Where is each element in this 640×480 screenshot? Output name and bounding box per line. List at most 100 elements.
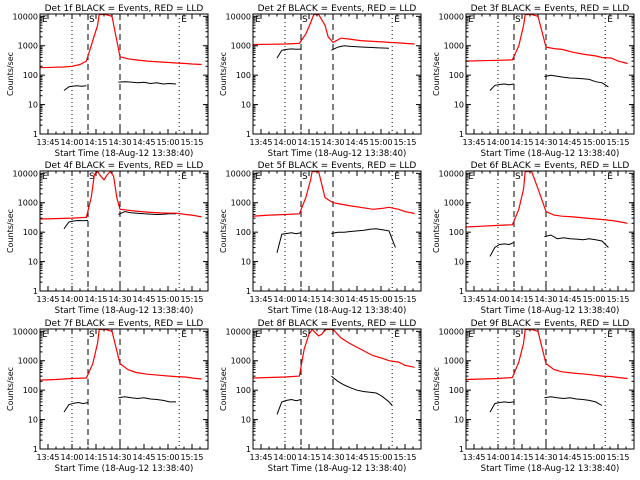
events-series-line (544, 74, 609, 88)
x-tick-label: 14:00 (273, 295, 296, 304)
y-axis-label: Counts/sec (6, 52, 15, 96)
x-tick-label: 14:30 (534, 453, 557, 462)
lld-series-line (465, 328, 628, 381)
y-tick-label: 100 (449, 71, 464, 80)
marker-label-end: E (394, 172, 400, 182)
y-tick-label: 1 (459, 287, 464, 296)
y-axis-label: Counts/sec (432, 52, 441, 96)
y-tick-label: 1000 (444, 199, 464, 208)
x-tick-label: 13:45 (462, 138, 485, 147)
x-tick-label: 14:00 (60, 453, 83, 462)
marker-label-flare: S (515, 330, 521, 340)
plot-frame (252, 170, 422, 292)
y-tick-label: 1 (33, 130, 38, 139)
x-tick-label: 13:45 (462, 453, 485, 462)
y-axis-label: Counts/sec (219, 52, 228, 96)
x-tick-label: 14:15 (297, 295, 320, 304)
x-tick-label: 14:00 (486, 295, 509, 304)
y-axis-label: Counts/sec (219, 209, 228, 253)
panel-title: Det 9f BLACK = Events, RED = LLD (471, 319, 630, 329)
y-tick-label: 100 (449, 228, 464, 237)
x-tick-label: 13:45 (249, 138, 272, 147)
y-tick-label: 10 (28, 258, 38, 267)
y-tick-label: 10000 (13, 169, 38, 178)
lld-series-line (252, 170, 415, 217)
panel-title: Det 5f BLACK = Events, RED = LLD (258, 161, 417, 171)
marker-label-end: E (607, 330, 613, 340)
x-axis-label: Start Time (18-Aug-12 13:38:40) (55, 464, 194, 474)
y-tick-label: 100 (23, 228, 38, 237)
y-tick-label: 10000 (226, 169, 251, 178)
y-tick-label: 10000 (226, 12, 251, 21)
y-tick-label: 1 (33, 287, 38, 296)
events-series-line (544, 396, 603, 406)
x-tick-label: 14:00 (273, 453, 296, 462)
lld-series-line (252, 328, 415, 379)
plot-frame (39, 170, 209, 292)
lld-series-line (465, 170, 628, 228)
x-tick-label: 15:15 (606, 295, 629, 304)
y-tick-label: 100 (236, 71, 251, 80)
marker-label-end: E (394, 330, 400, 340)
marker-label-start: E (468, 15, 474, 25)
events-series-line (489, 83, 515, 91)
x-tick-label: 15:00 (156, 138, 179, 147)
events-series-line (489, 241, 515, 257)
marker-label-end: E (181, 15, 187, 25)
x-tick-label: 15:00 (369, 295, 392, 304)
x-tick-label: 14:30 (534, 138, 557, 147)
events-series-line (118, 211, 176, 216)
x-axis-label: Start Time (18-Aug-12 13:38:40) (481, 149, 620, 159)
panel-title: Det 2f BLACK = Events, RED = LLD (258, 4, 417, 14)
marker-label-start: E (42, 330, 48, 340)
x-tick-label: 15:00 (369, 453, 392, 462)
y-tick-label: 100 (236, 386, 251, 395)
x-tick-label: 15:15 (393, 453, 416, 462)
marker-label-flare: S (302, 330, 308, 340)
lld-series-line (465, 13, 628, 65)
marker-label-start: E (468, 172, 474, 182)
x-axis-label: Start Time (18-Aug-12 13:38:40) (268, 306, 407, 316)
x-tick-label: 14:15 (510, 453, 533, 462)
x-axis-label: Start Time (18-Aug-12 13:38:40) (55, 149, 194, 159)
x-tick-label: 15:15 (393, 138, 416, 147)
events-series-line (544, 234, 609, 248)
x-tick-label: 15:00 (369, 138, 392, 147)
y-tick-label: 1000 (231, 42, 251, 51)
plot-frame (39, 328, 209, 450)
y-tick-label: 1000 (231, 357, 251, 366)
plot-frame (252, 328, 422, 450)
x-tick-label: 15:15 (180, 295, 203, 304)
x-tick-label: 15:15 (606, 138, 629, 147)
marker-label-flare: S (89, 330, 95, 340)
y-tick-label: 1 (246, 130, 251, 139)
x-tick-label: 14:15 (84, 295, 107, 304)
events-series-line (63, 85, 87, 91)
plot-frame (465, 13, 635, 135)
y-tick-label: 100 (23, 386, 38, 395)
x-tick-label: 13:45 (36, 295, 59, 304)
y-tick-label: 1 (33, 445, 38, 454)
y-tick-label: 1000 (444, 357, 464, 366)
events-series-line (489, 401, 515, 413)
events-series-line (331, 375, 393, 406)
marker-label-start: E (255, 330, 261, 340)
y-tick-label: 1000 (444, 42, 464, 51)
events-series-line (118, 81, 177, 85)
panel-title: Det 3f BLACK = Events, RED = LLD (471, 4, 630, 14)
x-tick-label: 14:00 (60, 138, 83, 147)
marker-label-start: E (42, 15, 48, 25)
y-tick-label: 1000 (231, 199, 251, 208)
y-tick-label: 100 (23, 71, 38, 80)
x-tick-label: 14:00 (273, 138, 296, 147)
marker-label-flare: S (515, 15, 521, 25)
x-axis-label: Start Time (18-Aug-12 13:38:40) (268, 464, 407, 474)
marker-label-start: E (255, 15, 261, 25)
y-axis-label: Counts/sec (6, 209, 15, 253)
x-axis-label: Start Time (18-Aug-12 13:38:40) (55, 306, 194, 316)
